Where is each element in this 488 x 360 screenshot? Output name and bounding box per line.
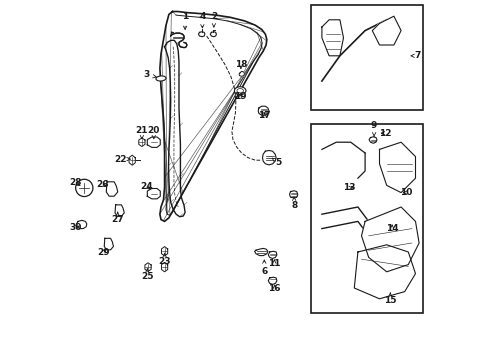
Polygon shape — [289, 191, 297, 198]
Ellipse shape — [234, 87, 245, 95]
Text: 5: 5 — [272, 158, 281, 167]
Text: 19: 19 — [233, 92, 246, 101]
Polygon shape — [254, 248, 267, 256]
Text: 29: 29 — [97, 248, 109, 257]
Text: 9: 9 — [370, 122, 377, 136]
Text: 1: 1 — [182, 12, 188, 30]
Text: 22: 22 — [114, 154, 130, 163]
Polygon shape — [106, 182, 118, 196]
Text: 16: 16 — [268, 284, 281, 293]
Text: 18: 18 — [234, 60, 246, 69]
Polygon shape — [147, 189, 160, 199]
Polygon shape — [76, 220, 87, 229]
Text: 30: 30 — [69, 223, 81, 232]
Bar — [310, 124, 422, 313]
Text: 23: 23 — [158, 253, 170, 265]
Text: 10: 10 — [400, 188, 412, 197]
Text: 25: 25 — [141, 269, 153, 281]
Text: 6: 6 — [261, 260, 267, 276]
Text: 7: 7 — [410, 51, 420, 60]
Text: 24: 24 — [140, 182, 153, 191]
Polygon shape — [161, 247, 167, 256]
Polygon shape — [210, 32, 216, 37]
Text: 28: 28 — [69, 178, 81, 187]
Text: 4: 4 — [199, 12, 205, 28]
Text: 11: 11 — [267, 259, 280, 268]
Text: 20: 20 — [147, 126, 160, 139]
Text: 27: 27 — [111, 212, 124, 224]
Text: 12: 12 — [378, 129, 390, 138]
Text: 3: 3 — [143, 71, 156, 79]
Polygon shape — [144, 263, 151, 271]
Text: 26: 26 — [96, 180, 108, 189]
Polygon shape — [321, 20, 343, 56]
Polygon shape — [268, 251, 276, 258]
Polygon shape — [170, 33, 186, 48]
Text: 13: 13 — [342, 184, 354, 192]
Polygon shape — [368, 137, 376, 143]
Text: 17: 17 — [258, 111, 270, 120]
Polygon shape — [379, 142, 415, 193]
Text: 14: 14 — [385, 224, 398, 233]
Text: 2: 2 — [210, 12, 217, 27]
Polygon shape — [129, 155, 135, 165]
Text: 8: 8 — [290, 197, 297, 210]
Polygon shape — [198, 32, 204, 37]
Polygon shape — [262, 150, 276, 165]
Polygon shape — [258, 106, 268, 115]
Polygon shape — [371, 16, 400, 45]
Text: 21: 21 — [135, 126, 148, 139]
Polygon shape — [147, 137, 160, 147]
Text: 15: 15 — [383, 293, 396, 305]
Bar — [310, 5, 422, 110]
Polygon shape — [115, 205, 124, 216]
Polygon shape — [139, 138, 145, 147]
Ellipse shape — [156, 76, 165, 81]
Polygon shape — [361, 207, 418, 272]
Polygon shape — [354, 245, 415, 299]
Circle shape — [76, 179, 93, 197]
Polygon shape — [239, 71, 244, 76]
Polygon shape — [268, 277, 276, 284]
Polygon shape — [104, 238, 113, 250]
Polygon shape — [161, 262, 167, 272]
